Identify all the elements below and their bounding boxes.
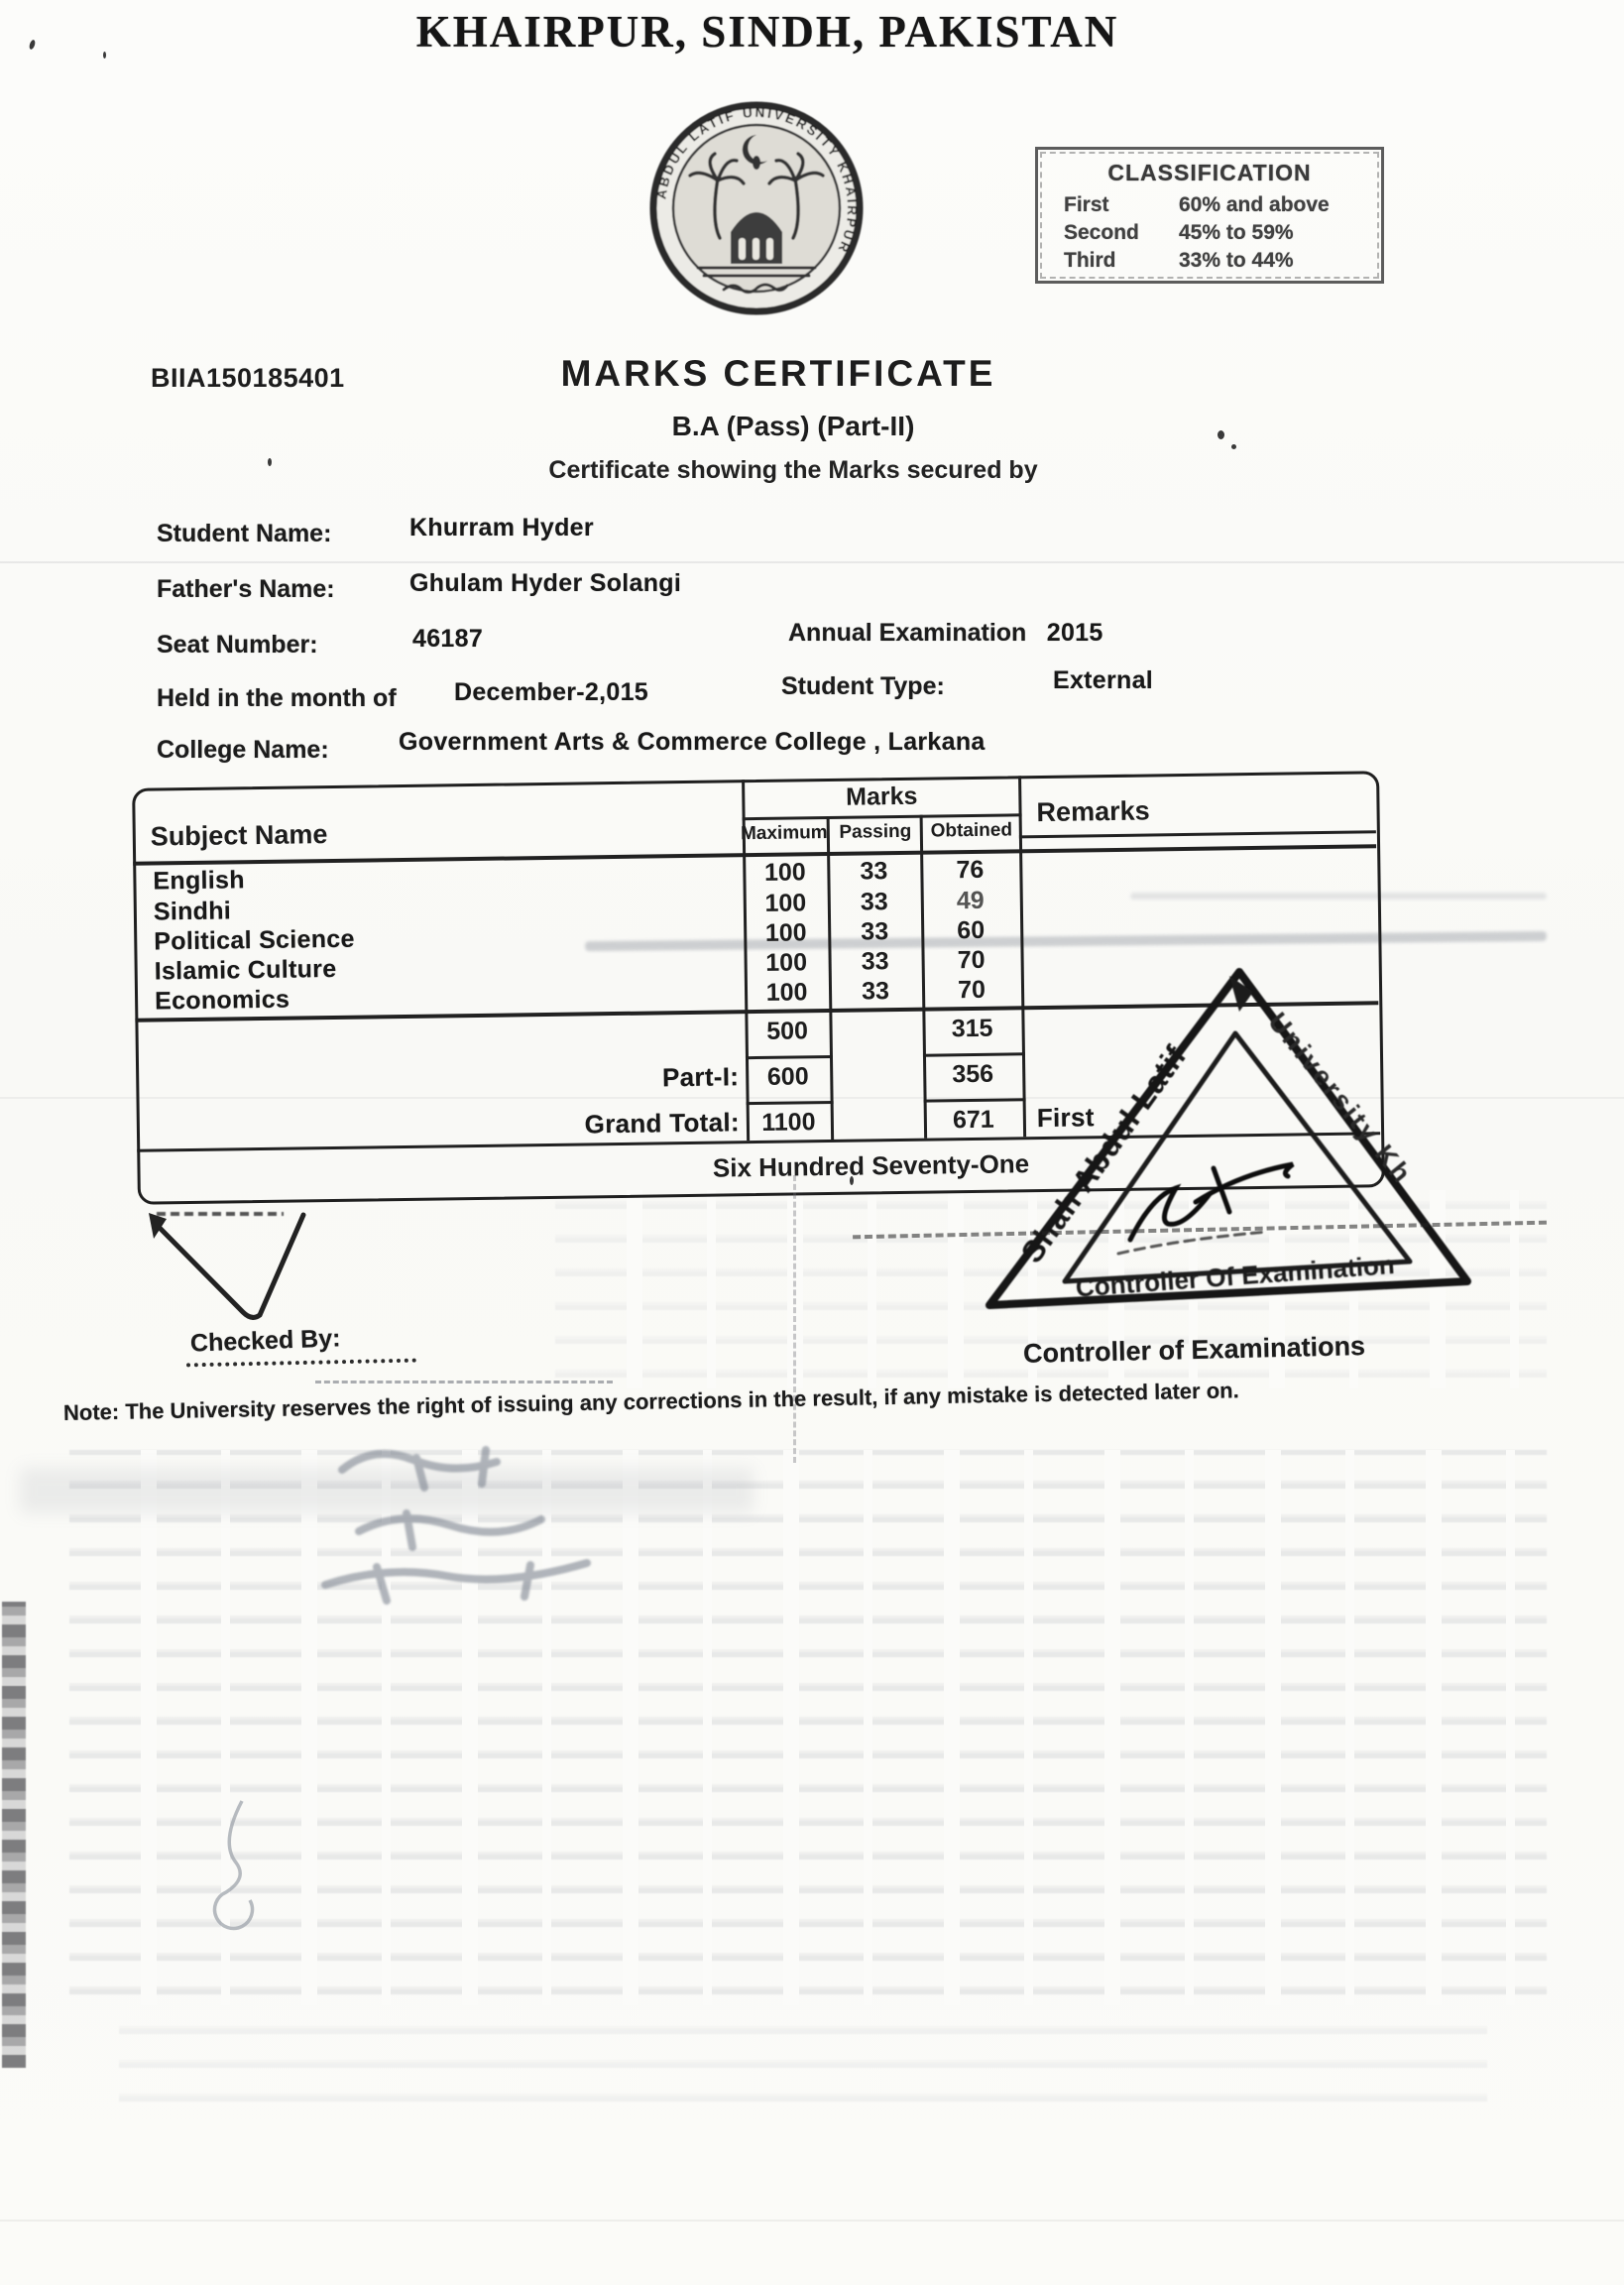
checked-by-underline: [185, 1358, 417, 1368]
subject-name: English: [153, 866, 246, 896]
ink-speck: [1231, 444, 1236, 449]
classification-grade: Third: [1064, 249, 1116, 272]
grand-total-max: 1100: [761, 1108, 816, 1137]
grand-total-label: Grand Total:: [584, 1107, 741, 1140]
micro-print-line: [157, 1212, 284, 1216]
classification-title: CLASSIFICATION: [1107, 160, 1312, 185]
page-title: KHAIRPUR, SINDH, PAKISTAN: [415, 7, 1119, 57]
subject-name: Political Science: [154, 924, 355, 956]
part1-max: 600: [766, 1062, 809, 1091]
father-name-label: Father's Name:: [157, 575, 335, 603]
subject-obtained: 60: [957, 915, 986, 945]
col-header-passing: Passing: [839, 820, 912, 843]
exam-label: Annual Examination: [788, 619, 1027, 647]
ink-speck: [1218, 430, 1224, 439]
seat-number-label: Seat Number:: [157, 631, 318, 659]
subject-max: 100: [764, 918, 807, 947]
university-seal: SHAH ABDUL LATIF UNIVERSITY KHAIRPUR: [646, 97, 864, 315]
subject-name: Islamic Culture: [154, 954, 337, 986]
certificate-tagline: Certificate showing the Marks secured by: [548, 456, 1038, 484]
subject-max: 100: [765, 978, 808, 1007]
subject-obtained: 76: [956, 855, 985, 885]
ghost-text-gaps: [69, 1450, 1547, 2005]
col-header-maximum: Maximum: [740, 822, 828, 845]
col-header-remarks: Remarks: [1036, 795, 1150, 828]
subject-passing: 33: [860, 888, 888, 916]
college-name-label: College Name:: [157, 736, 329, 764]
crease-line: [0, 561, 1624, 563]
classification-range: 33% to 44%: [1179, 249, 1294, 272]
crease-line: [0, 2220, 1624, 2222]
held-month-value: December-2,015: [454, 678, 648, 706]
col-header-marks: Marks: [845, 782, 918, 811]
subject-max: 100: [764, 889, 807, 917]
subject-passing: 33: [861, 917, 889, 946]
ink-speck: [103, 52, 106, 59]
exam-session: Annual Examination 2015: [788, 619, 1103, 648]
part1-label: Part-I:: [661, 1061, 740, 1093]
checkmark-signature: [149, 1212, 306, 1320]
classification-range: 45% to 59%: [1179, 221, 1294, 244]
subject-obtained: 49: [956, 886, 985, 915]
student-name-label: Student Name:: [157, 520, 332, 547]
crease-line: [0, 1097, 1624, 1099]
subject-name: Sindhi: [153, 897, 232, 926]
controller-stamp: Shah Abdul Latif University Kh Controlle…: [986, 968, 1471, 1309]
subject-name: Economics: [154, 985, 290, 1016]
col-header-obtained: Obtained: [930, 819, 1013, 842]
scan-smudge: [1130, 893, 1547, 900]
stamp-signature: [1116, 1161, 1295, 1256]
ghost-stamp-scribbles: [321, 1446, 591, 1605]
subject-passing: 33: [861, 977, 890, 1006]
classification-grade: Second: [1064, 221, 1139, 244]
student-type-label: Student Type:: [781, 672, 945, 700]
subject-passing: 33: [861, 947, 889, 976]
scan-smudge: [20, 1468, 754, 1513]
certificate-subtitle: B.A (Pass) (Part-II): [671, 411, 915, 441]
checked-by-underline: [315, 1381, 613, 1383]
student-name-value: Khurram Hyder: [409, 514, 594, 541]
fold-crease-line: [793, 1175, 796, 1463]
col-header-subject: Subject Name: [150, 819, 328, 852]
serial-number: BIIA150185401: [151, 363, 345, 393]
exam-year: 2015: [1046, 619, 1103, 647]
student-type-value: External: [1053, 666, 1154, 694]
total-max: 500: [766, 1017, 809, 1045]
held-month-label: Held in the month of: [157, 684, 397, 712]
classification-grade: First: [1064, 193, 1109, 216]
classification-range: 60% and above: [1179, 193, 1330, 216]
classification-box: CLASSIFICATION First 60% and above Secon…: [1035, 147, 1384, 284]
subject-max: 100: [763, 858, 806, 887]
page-edge-strip: [2, 1602, 26, 2068]
ink-speck: [850, 1176, 854, 1185]
seat-number-value: 46187: [412, 625, 484, 653]
subject-passing: 33: [860, 857, 888, 886]
checked-by-label: Checked By:: [189, 1324, 341, 1358]
certificate-title: MARKS CERTIFICATE: [560, 353, 996, 394]
doodle-scribble: [212, 1800, 255, 1931]
subject-max: 100: [765, 948, 808, 977]
ghost-text-area: [119, 2013, 1487, 2112]
college-name-value: Government Arts & Commerce College , Lar…: [399, 728, 986, 756]
ink-speck: [268, 458, 272, 466]
father-name-value: Ghulam Hyder Solangi: [409, 569, 682, 597]
